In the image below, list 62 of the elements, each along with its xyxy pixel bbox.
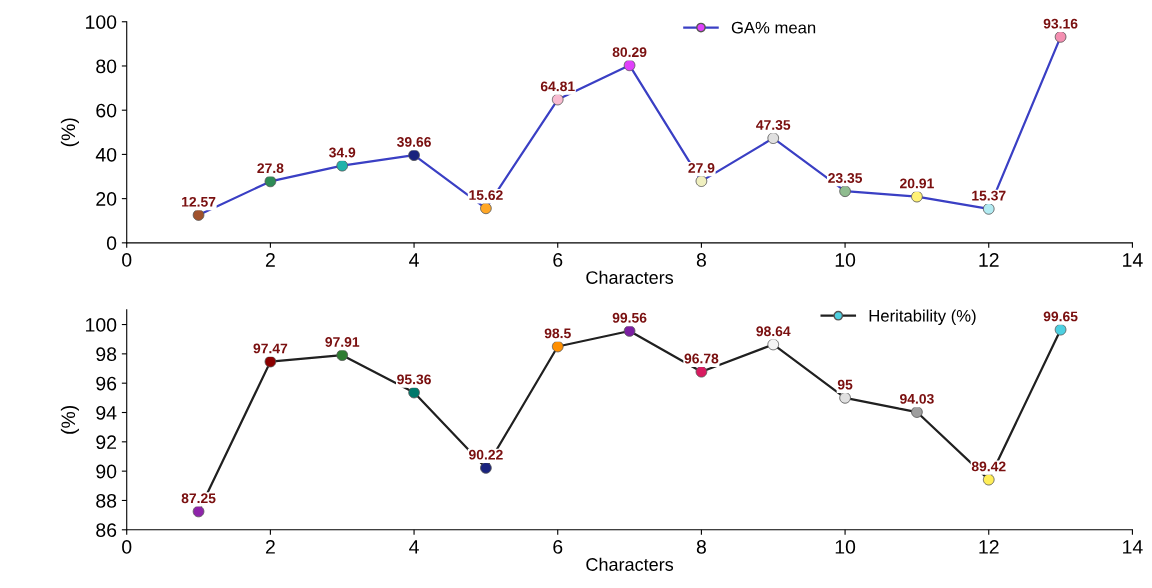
data-label: 97.47	[253, 343, 288, 354]
data-label: 15.37	[972, 190, 1006, 201]
data-label: 95	[837, 379, 853, 390]
y-tick-label: 94	[96, 405, 117, 420]
x-tick-label: 14	[1123, 540, 1143, 554]
legend-label: GA% mean	[731, 21, 816, 34]
data-label: 97.91	[325, 337, 360, 347]
data-label: 27.8	[257, 163, 284, 174]
x-tick-label: 6	[553, 540, 563, 554]
data-label: 90.22	[469, 449, 503, 460]
legend-label: Heritability (%)	[869, 309, 976, 326]
x-tick-label: 4	[409, 253, 419, 267]
y-tick-label: 88	[96, 493, 117, 508]
data-label: 47.35	[756, 120, 791, 130]
data-label: 15.62	[469, 190, 503, 201]
x-tick-label: 10	[835, 540, 856, 554]
data-label: 98.64	[756, 326, 791, 337]
y-tick-label: 90	[96, 464, 117, 479]
y-tick-label: 100	[86, 15, 117, 29]
x-tick-label: 2	[265, 540, 275, 554]
y-tick-label: 40	[95, 147, 117, 162]
y-tick-label: 100	[86, 318, 117, 332]
y-tick-label: 20	[96, 192, 117, 206]
data-label: 89.42	[971, 461, 1006, 472]
x-tick-label: 12	[979, 540, 999, 554]
y-tick-label: 98	[96, 347, 117, 362]
x-tick-label: 4	[409, 540, 419, 554]
x-tick-label: 2	[265, 253, 275, 267]
data-label: 80.29	[612, 47, 647, 58]
y-tick-label: 92	[96, 435, 117, 450]
data-label: 94.03	[900, 393, 934, 404]
data-label: 96.78	[684, 353, 719, 364]
x-tick-label: 0	[122, 540, 132, 554]
x-tick-label: 10	[835, 253, 856, 267]
y-tick-label: 96	[96, 376, 117, 391]
y-axis-title: (%)	[60, 405, 79, 434]
x-tick-label: 14	[1123, 253, 1143, 267]
y-tick-label: 0	[106, 236, 117, 251]
x-tick-label: 8	[696, 540, 706, 554]
y-axis-title: (%)	[60, 118, 79, 147]
data-label: 95.36	[397, 374, 431, 385]
y-tick-label: 80	[96, 59, 117, 74]
x-tick-label: 6	[553, 253, 563, 267]
data-label: 34.9	[329, 147, 356, 158]
data-label: 87.25	[181, 493, 216, 504]
data-label: 64.81	[540, 81, 575, 92]
x-tick-label: 0	[122, 253, 132, 267]
data-label: 12.57	[182, 196, 216, 207]
y-tick-label: 60	[96, 103, 117, 118]
data-label: 98.5	[544, 328, 571, 339]
data-label: 93.16	[1043, 18, 1078, 29]
data-label: 39.66	[397, 137, 431, 147]
data-label: 99.56	[612, 312, 647, 323]
data-label: 20.91	[900, 178, 934, 189]
y-tick-label: 86	[96, 523, 117, 538]
data-label: 99.65	[1043, 311, 1078, 322]
data-label: 23.35	[828, 173, 863, 183]
x-tick-label: 8	[696, 253, 706, 267]
x-axis-title: Characters	[586, 557, 674, 571]
data-label: 27.9	[688, 163, 715, 173]
x-axis-title: Characters	[586, 270, 674, 284]
x-tick-label: 12	[979, 253, 999, 267]
